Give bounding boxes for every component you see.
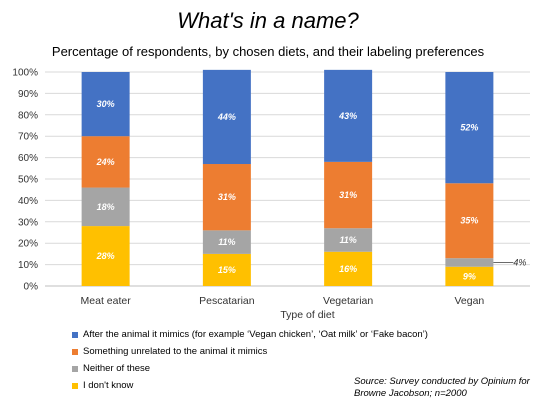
data-label: 28% [96,251,115,261]
legend-label: After the animal it mimics (for example … [83,329,428,340]
chart-legend: After the animal it mimics (for example … [72,326,428,394]
bar-segment [202,253,251,286]
data-label: 44% [217,112,236,122]
data-label: 30% [97,99,115,109]
bar-segment [81,136,130,188]
chart-subtitle: Percentage of respondents, by chosen die… [51,44,485,59]
bar-segment [202,164,251,231]
y-tick-label: 60% [18,153,38,164]
bar-segment [445,258,494,267]
legend-item-after-animal: After the animal it mimics (for example … [72,326,428,343]
y-tick-label: 70% [18,132,38,143]
legend-item-neither: Neither of these [72,360,428,377]
legend-swatch [72,348,78,355]
y-tick-label: 80% [18,110,38,121]
x-tick-label: Pescatarian [199,295,255,307]
data-label: 43% [338,111,357,121]
bar-segment [324,251,373,286]
bar-segment [81,72,130,137]
legend-swatch [72,365,78,372]
data-label: 11% [218,237,235,247]
bar-segment [324,69,373,162]
bar-segment [445,183,494,259]
y-tick-label: 0% [24,282,39,293]
data-label: 24% [96,157,115,167]
bar-segment [445,266,494,286]
data-label: 35% [460,216,478,226]
source-note: Source: Survey conducted by Opinium for … [354,376,530,399]
bar-segment [445,72,494,184]
data-label: 18% [97,202,115,212]
data-label: 9% [463,271,476,281]
data-label: 15% [218,265,236,275]
data-label: 16% [339,264,357,274]
legend-swatch [72,331,78,338]
data-label: 31% [218,192,236,202]
bar-segment [81,187,130,227]
legend-item-unrelated: Something unrelated to the animal it mim… [72,343,428,360]
legend-label: Neither of these [83,363,151,374]
data-label: 11% [339,235,356,245]
bar-segment [324,161,373,229]
legend-label: Something unrelated to the animal it mim… [83,346,268,357]
y-tick-label: 10% [18,260,38,271]
y-tick-label: 50% [18,175,38,186]
bar-segment [81,226,130,286]
x-tick-label: Meat eater [81,295,132,307]
legend-label: I don't know [83,380,134,391]
legend-item-dont-know: I don't know [72,377,428,394]
bar-segment [324,228,373,252]
x-tick-label: Vegan [454,295,484,307]
bar-segment [202,69,251,165]
data-label: 31% [339,190,357,200]
x-axis-label: Type of diet [280,309,334,321]
y-tick-label: 30% [18,217,38,228]
data-label: 52% [460,123,478,133]
stacked-bar-chart: 0% 10% 20% 30% 40% 50% 60% 70% 80% 90% 100% 28% 18% 2… [12,68,530,321]
chart-title: What's in a name? [177,8,359,33]
y-tick-label: 20% [18,239,38,250]
legend-swatch [72,382,78,389]
bar-segment [202,230,251,254]
y-tick-label: 90% [18,89,38,100]
x-tick-label: Vegetarian [323,295,373,307]
data-label: 4% [513,257,526,267]
y-tick-label: 100% [12,68,38,79]
y-tick-label: 40% [18,196,38,207]
